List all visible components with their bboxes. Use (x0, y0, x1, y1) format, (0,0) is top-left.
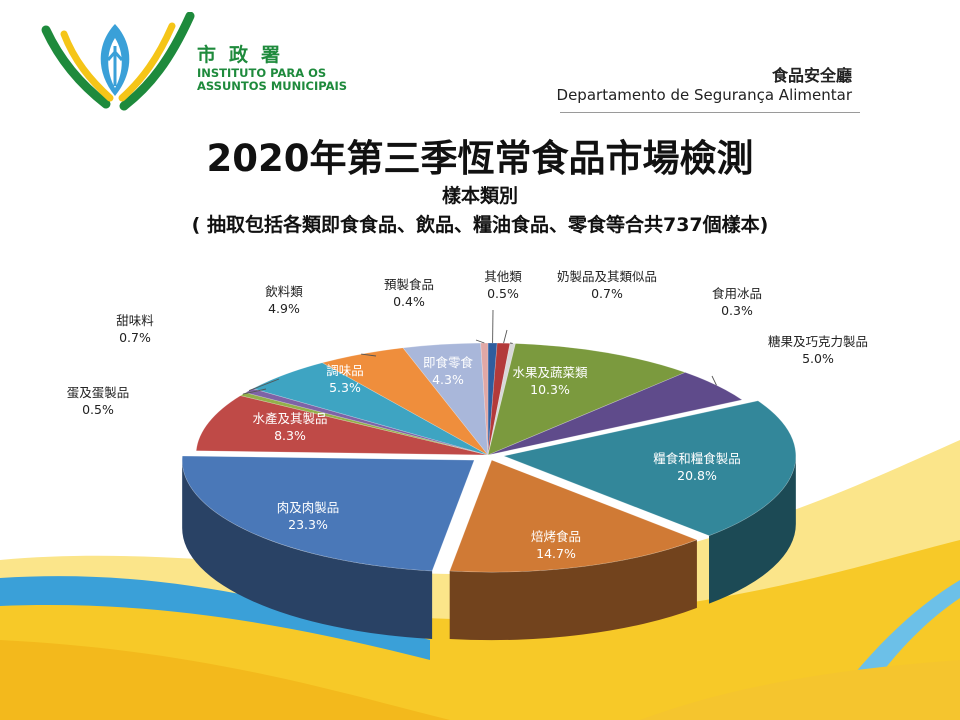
leader-line (242, 388, 267, 395)
slice-label: 其他類 (484, 269, 522, 284)
slice-label: 糖果及巧克力製品 (768, 334, 868, 349)
slice-label: 食用冰品 (712, 286, 762, 301)
leader-line (711, 375, 717, 386)
slice-肉及肉製品 (181, 455, 475, 572)
slice-value-label: 4.3% (432, 372, 464, 387)
chart-subtitle: 樣本類別 (441, 185, 518, 207)
slice-value-label: 10.3% (530, 382, 570, 397)
institute-logo (41, 12, 195, 111)
org-name-chinese: 市政署 (197, 44, 294, 66)
slice-label: 飲料類 (265, 284, 303, 299)
chart-title: 2020年第三季恆常食品市場檢測 (206, 137, 754, 180)
slice-value-label: 0.4% (393, 294, 425, 309)
pie-tops (181, 342, 797, 573)
slice-label: 調味品 (326, 363, 364, 378)
slice-value-label: 5.0% (802, 351, 834, 366)
leader-line (503, 329, 508, 344)
chart-note: ( 抽取包括各類即食食品、飲品、糧油食品、零食等合共737個樣本) (191, 214, 769, 236)
slice-value-label: 0.3% (721, 303, 753, 318)
slice-value-label: 8.3% (274, 428, 306, 443)
slice-label: 糧食和糧食製品 (653, 451, 741, 466)
leader-line (248, 378, 280, 392)
slice-糧食和糧食製品 (502, 400, 797, 537)
org-name-portuguese-line1: INSTITUTO PARA OS (197, 66, 327, 80)
slice-value-label: 5.3% (329, 380, 361, 395)
organization-name: 市政署 INSTITUTO PARA OS ASSUNTOS MUNICIPAI… (197, 40, 347, 93)
slice-即食零食 (402, 342, 489, 456)
department-name-portuguese: Departamento de Segurança Alimentar (556, 86, 852, 104)
slice-value-label: 0.7% (119, 330, 151, 345)
pie-side-walls (182, 455, 796, 641)
slice-value-label: 14.7% (536, 546, 576, 561)
slice-value-label: 4.9% (268, 301, 300, 316)
slice-label: 焙烤食品 (531, 529, 581, 544)
slice-蛋及蛋製品 (239, 392, 489, 456)
slice-value-label: 0.7% (591, 286, 623, 301)
slice-label: 奶製品及其類似品 (557, 269, 657, 284)
header-divider (560, 112, 860, 113)
slice-甜味料 (244, 388, 489, 456)
slice-label: 預製食品 (384, 277, 434, 292)
leader-line (475, 339, 485, 344)
slice-label: 水產及其製品 (252, 411, 327, 426)
slice-side-焙烤食品 (449, 539, 697, 641)
org-name-portuguese-line2: ASSUNTOS MUNICIPAIS (197, 79, 348, 93)
leader-line (361, 353, 377, 357)
slice-label: 水果及蔬菜類 (512, 365, 588, 380)
slice-value-label: 23.3% (288, 517, 328, 532)
slice-label: 甜味料 (116, 313, 154, 328)
slice-side-糧食和糧食製品 (709, 455, 796, 604)
slice-value-label: 20.8% (677, 468, 717, 483)
label-leaders (242, 309, 717, 395)
department-name-chinese: 食品安全廳 (771, 66, 852, 85)
slice-side-肉及肉製品 (182, 460, 433, 640)
slice-焙烤食品 (449, 459, 698, 573)
slice-label: 即食零食 (423, 355, 474, 370)
slice-value-label: 0.5% (487, 286, 519, 301)
slice-水產及其製品 (195, 395, 489, 456)
slice-labels: 其他類 0.5% 奶製品及其類似品 0.7% 食用冰品 0.3% 水果及蔬菜類 10.3% 糖果… (67, 269, 868, 561)
slice-調味品 (252, 362, 489, 456)
slice-label: 肉及肉製品 (277, 500, 340, 515)
department-name: 食品安全廳 Departamento de Segurança Alimenta… (557, 62, 852, 104)
slice-水果及蔬菜類 (487, 343, 687, 456)
slice-label: 蛋及蛋製品 (67, 385, 130, 400)
slice-value-label: 0.5% (82, 402, 114, 417)
